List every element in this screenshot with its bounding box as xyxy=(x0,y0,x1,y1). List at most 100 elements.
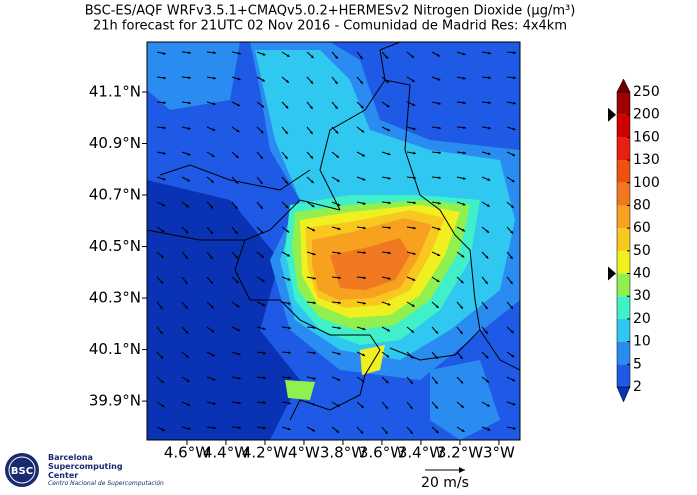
wind-arrow-head xyxy=(285,79,289,83)
wind-arrow-head xyxy=(336,429,339,433)
colorbar-tick-label: 50 xyxy=(633,243,651,259)
wind-arrow-head xyxy=(435,405,438,409)
wind-arrow-head xyxy=(188,76,191,80)
colorbar-tick-label: 160 xyxy=(633,129,660,145)
wind-arrow-head xyxy=(210,205,214,209)
wind-arrow-head xyxy=(287,277,291,281)
wind-arrow-head xyxy=(337,378,341,381)
colorbar-band xyxy=(617,182,630,206)
wind-arrow-head xyxy=(460,405,464,408)
wind-arrow-head xyxy=(435,305,439,308)
wind-arrow-head xyxy=(485,330,488,334)
wind-arrow-head xyxy=(363,276,366,280)
wind-arrow-head xyxy=(411,329,414,333)
wind-arrow-head xyxy=(385,405,388,409)
wind-arrow-head xyxy=(311,428,315,432)
colorbar-tick-label: 130 xyxy=(633,152,660,168)
wind-arrow-head xyxy=(238,426,241,430)
wind-arrow-head xyxy=(213,426,216,430)
wind-arrow-head xyxy=(213,51,216,55)
wind-arrow-head xyxy=(359,56,363,60)
wind-arrow-head xyxy=(160,280,164,284)
wind-arrow-head xyxy=(463,151,466,155)
wind-arrow-head xyxy=(484,306,488,310)
y-tick-label: 40.5°N xyxy=(89,237,141,255)
wind-arrow-head xyxy=(435,430,439,434)
wind-arrow-head xyxy=(210,305,214,309)
colorbar-band xyxy=(617,92,630,115)
wind-arrow-head xyxy=(162,428,166,432)
wind-arrow-head xyxy=(235,280,239,284)
wind-arrow-head xyxy=(159,331,163,335)
wind-arrow-head xyxy=(262,303,266,306)
colorbar-tick-label: 250 xyxy=(633,84,660,100)
wind-arrow-head xyxy=(509,256,513,259)
wind-arrow-head xyxy=(511,354,515,358)
wind-arrow-head xyxy=(336,179,340,182)
wind-arrow-head xyxy=(261,104,265,108)
colorbar-band xyxy=(617,137,630,161)
wind-arrow-head xyxy=(510,230,514,234)
wind-arrow-head xyxy=(159,306,163,310)
wind-arrow-head xyxy=(413,176,416,180)
wind-arrow-head xyxy=(259,181,263,185)
wind-arrow-head xyxy=(488,126,491,130)
x-tick-label: 3.6°W xyxy=(359,444,405,462)
wind-arrow-head xyxy=(184,305,188,309)
wind-arrow-head xyxy=(386,104,390,108)
wind-arrow-head xyxy=(413,151,416,155)
wind-arrow-head xyxy=(410,430,413,434)
colorbar-band xyxy=(617,318,630,342)
wind-arrow-head xyxy=(360,430,364,434)
wind-arrow-head xyxy=(288,376,291,380)
wind-arrow-head xyxy=(335,55,338,59)
wind-arrow-head xyxy=(510,305,513,309)
subtitle: 21h forecast for 21UTC 02 Nov 2016 - Com… xyxy=(93,19,567,34)
wind-arrow-head xyxy=(512,426,516,430)
wind-arrow-head xyxy=(488,51,491,55)
wind-arrow-head xyxy=(513,51,516,55)
wind-arrow-head xyxy=(488,76,491,80)
wind-arrow-head xyxy=(237,376,241,380)
wind-arrow-head xyxy=(437,102,441,105)
wind-arrow-head xyxy=(386,354,390,358)
wind-arrow-head xyxy=(286,54,290,57)
wind-arrow-head xyxy=(387,152,391,156)
wind-arrow-head xyxy=(437,77,441,81)
wind-arrow-head xyxy=(313,326,316,330)
wind-arrow-head xyxy=(285,180,288,184)
wind-arrow-head xyxy=(335,154,339,158)
wind-arrow-head xyxy=(235,155,239,159)
wind-arrow-head xyxy=(260,254,264,258)
wind-arrow-head xyxy=(387,176,391,180)
wind-arrow-head xyxy=(310,180,314,184)
wind-arrow-head xyxy=(485,255,489,259)
colorbar-tick-label: 60 xyxy=(633,220,651,236)
wind-arrow-head xyxy=(309,131,313,135)
wind-arrow-head xyxy=(187,427,191,431)
colorbar-tick-label: 2 xyxy=(633,379,642,395)
wind-arrow-head xyxy=(312,276,316,280)
wind-arrow-head xyxy=(188,101,191,105)
wind-arrow-head xyxy=(438,126,441,130)
wind-arrow-head xyxy=(163,126,166,130)
wind-arrow-head xyxy=(388,251,391,255)
colorbar-band xyxy=(617,250,630,274)
wind-arrow-head xyxy=(360,105,364,109)
wind-arrow-head xyxy=(361,129,365,133)
wind-arrow-head xyxy=(436,53,440,57)
colorbar-under xyxy=(616,386,631,403)
wind-arrow-head xyxy=(338,251,341,255)
wind-arrow-head xyxy=(512,127,516,131)
x-tick-label: 4.4°W xyxy=(203,444,249,462)
x-tick-label: 3.8°W xyxy=(320,444,366,462)
wind-arrow-head xyxy=(160,355,164,359)
wind-arrow-head xyxy=(385,55,389,59)
wind-arrow-head xyxy=(409,380,413,384)
wind-arrow-head xyxy=(162,51,166,55)
wind-arrow-head xyxy=(413,226,416,230)
wind-arrow-head xyxy=(260,130,264,134)
wind-arrow-head xyxy=(162,151,166,155)
wind-arrow-head xyxy=(212,402,216,405)
